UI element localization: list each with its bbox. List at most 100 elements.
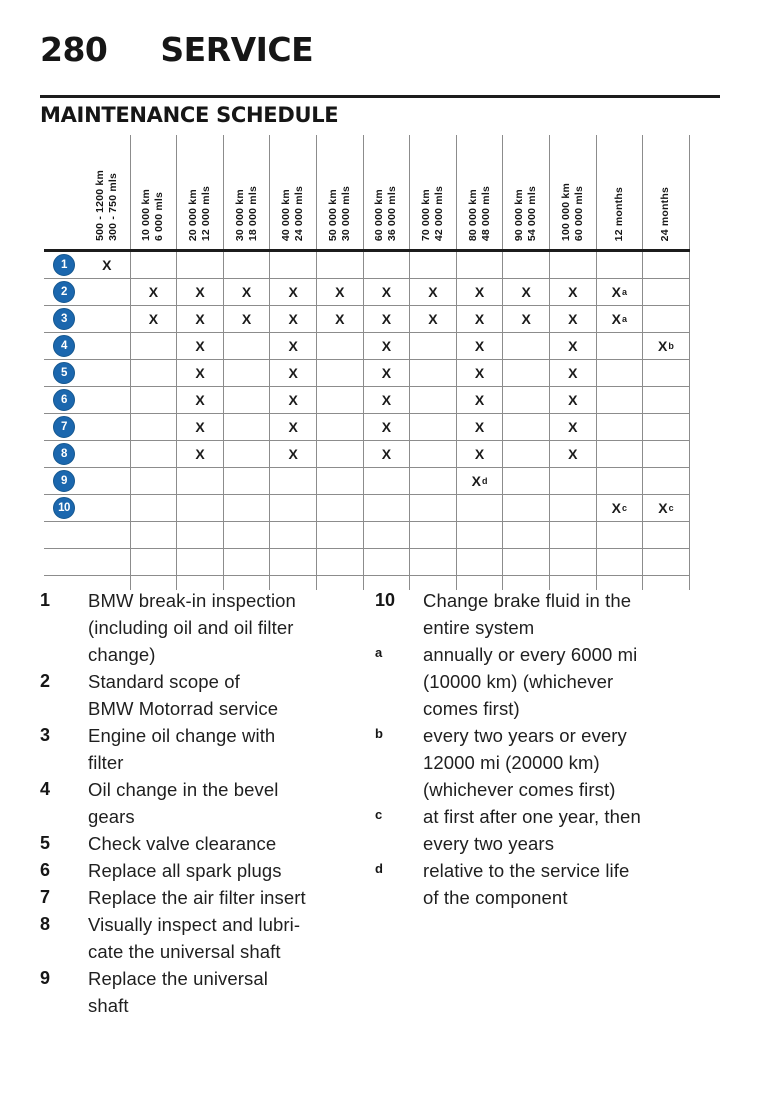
mark-cell [364, 549, 411, 575]
mark-cell: X [177, 306, 224, 332]
mark-cell [84, 549, 131, 575]
mark-cell [131, 495, 178, 521]
legend-left-column: 1 BMW break-in inspection (including oil … [40, 587, 375, 1019]
header-corner-cell [44, 135, 84, 249]
legend-item-8: 8 Visually inspect and lubri- cate the un… [40, 911, 375, 965]
mark-cell: X [177, 441, 224, 467]
mark-cell [84, 279, 131, 305]
legend-marker: 1 [40, 590, 51, 610]
legend-item-2: 2 Standard scope of BMW Motorrad service [40, 668, 375, 722]
legend-right-column: 10 Change brake fluid in the entire syste… [375, 587, 735, 1019]
stub-cell [270, 576, 317, 590]
legend-marker: c [375, 807, 383, 822]
mark-cell: X [550, 441, 597, 467]
mark-cell [317, 441, 364, 467]
legend-text: Standard scope of BMW Motorrad service [88, 671, 279, 719]
mark-cell [597, 387, 644, 413]
mark-cell: X [410, 279, 457, 305]
stub-cell [364, 576, 411, 590]
legend: 1 BMW break-in inspection (including oil … [40, 587, 735, 1019]
mark-cell [643, 468, 690, 494]
mark-cell: X [364, 441, 411, 467]
mark-cell [224, 387, 271, 413]
mark-cell [177, 468, 224, 494]
stub-cell [317, 576, 364, 590]
mark-cell [410, 468, 457, 494]
stub-cell [224, 576, 271, 590]
mark-cell: X [84, 252, 131, 278]
schedule-title: MAINTENANCE SCHEDULE [40, 103, 339, 127]
interval-label: 30 000 km 18 000 mls [233, 185, 259, 241]
mark-cell [317, 333, 364, 359]
mark-cell [84, 306, 131, 332]
interval-column-header-8: 70 000 km 42 000 mls [410, 135, 457, 249]
interval-label: 10 000 km 6 000 mls [140, 188, 166, 241]
mark-cell: X [131, 279, 178, 305]
mark-cell [177, 252, 224, 278]
row-number-badge: 1 [53, 254, 75, 276]
interval-column-header-1: 500 - 1200 km 300 - 750 mls [84, 135, 131, 249]
mark-cell [643, 360, 690, 386]
legend-marker: 5 [40, 833, 51, 853]
mark-cell: X [270, 360, 317, 386]
mark-cell: X [317, 306, 364, 332]
mark-cell: X [224, 279, 271, 305]
mark-cell [84, 468, 131, 494]
mark-cell [84, 522, 131, 548]
mark-cell [410, 252, 457, 278]
mark-cell: X [457, 360, 504, 386]
interval-column-header-6: 50 000 km 30 000 mls [317, 135, 364, 249]
stub-cell [597, 576, 644, 590]
mark-cell [457, 522, 504, 548]
legend-marker: 2 [40, 671, 51, 691]
interval-label: 24 months [659, 186, 672, 241]
mark-cell [224, 522, 271, 548]
mark-cell [503, 441, 550, 467]
legend-item-9: 9 Replace the universal shaft [40, 965, 375, 1019]
row-number-cell: 2 [44, 279, 84, 305]
mark-cell [131, 252, 178, 278]
mark-cell [317, 495, 364, 521]
legend-item-3: 3 Engine oil change with filter [40, 722, 375, 776]
mark-cell [84, 360, 131, 386]
stub-cell [457, 576, 504, 590]
mark-cell: X [270, 441, 317, 467]
mark-cell [317, 252, 364, 278]
mark-cell [410, 414, 457, 440]
legend-item-a: a annually or every 6000 mi (10000 km) (w… [375, 641, 735, 722]
row-number-cell [44, 522, 84, 548]
legend-marker: a [375, 645, 383, 660]
mark-cell [550, 522, 597, 548]
mark-cell: X [503, 279, 550, 305]
table-row-8: 8 X X X X X [44, 441, 690, 468]
mark-cell: X [364, 279, 411, 305]
legend-text: BMW break-in inspection (including oil a… [88, 590, 296, 665]
row-number-badge: 5 [53, 362, 75, 384]
page-number: 280 [40, 30, 108, 69]
mark-cell [224, 549, 271, 575]
mark-cell: X [550, 360, 597, 386]
mark-cell [597, 522, 644, 548]
mark-cell [224, 252, 271, 278]
interval-column-header-13: 24 months [643, 135, 690, 249]
interval-label: 500 - 1200 km 300 - 750 mls [93, 170, 119, 241]
table-row-empty [44, 549, 690, 576]
mark-cell: X [457, 414, 504, 440]
row-number-cell: 4 [44, 333, 84, 359]
interval-label: 90 000 km 54 000 mls [513, 185, 539, 241]
mark-cell [503, 549, 550, 575]
mark-cell [224, 495, 271, 521]
mark-cell: X [317, 279, 364, 305]
legend-text: Oil change in the bevel gears [88, 779, 279, 827]
interval-label: 100 000 km 60 000 mls [559, 182, 585, 241]
interval-label: 60 000 km 36 000 mls [373, 185, 399, 241]
mark-cell [410, 441, 457, 467]
mark-cell [270, 252, 317, 278]
mark-cell [224, 414, 271, 440]
mark-cell [457, 549, 504, 575]
legend-item-c: c at first after one year, then every two… [375, 803, 735, 857]
mark-cell [224, 360, 271, 386]
